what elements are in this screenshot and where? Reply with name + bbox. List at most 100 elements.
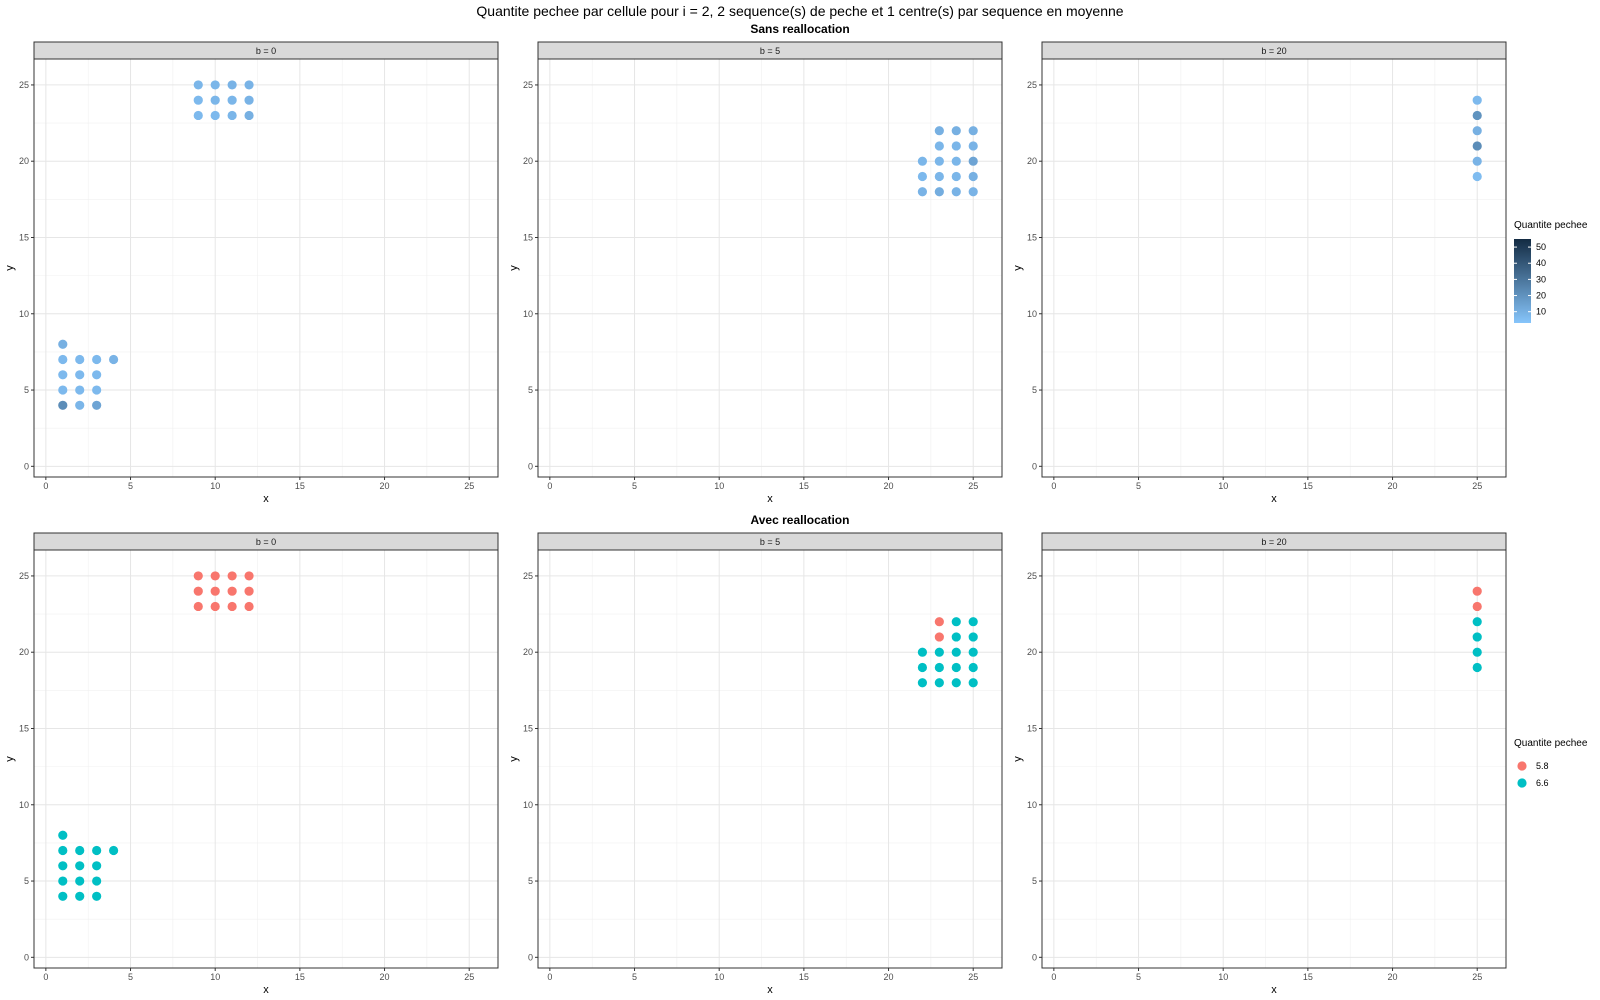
legend-tick-label: 50	[1536, 242, 1546, 252]
data-point	[1472, 141, 1482, 151]
data-point	[968, 678, 978, 688]
x-axis-title: x	[1271, 984, 1277, 996]
x-tick-label: 10	[210, 972, 220, 982]
panel-background	[34, 59, 498, 477]
y-tick-label: 5	[24, 876, 29, 886]
x-tick-label: 0	[1051, 481, 1056, 491]
x-tick-label: 25	[1472, 481, 1482, 491]
data-point	[951, 156, 961, 166]
data-point	[58, 339, 68, 349]
x-tick-label: 25	[968, 972, 978, 982]
data-point	[92, 354, 102, 365]
y-tick-label: 0	[24, 461, 29, 471]
data-point	[968, 171, 978, 182]
y-tick-label: 10	[19, 800, 29, 810]
data-point	[968, 662, 978, 673]
data-point	[92, 845, 102, 856]
y-tick-label: 20	[523, 647, 533, 657]
data-point	[951, 662, 961, 673]
data-point	[934, 156, 944, 166]
data-point	[193, 110, 203, 121]
y-axis-title: y	[4, 756, 16, 762]
x-tick-label: 0	[547, 481, 552, 491]
x-tick-label: 5	[632, 972, 637, 982]
y-tick-label: 10	[523, 800, 533, 810]
data-point	[210, 571, 220, 581]
data-point	[1472, 586, 1482, 596]
legend-title: Quantite pechee	[1514, 220, 1588, 231]
facet-strip-label: b = 20	[1261, 537, 1286, 547]
panel-background	[1042, 59, 1506, 477]
data-point	[58, 830, 68, 840]
data-point	[934, 632, 944, 642]
y-tick-label: 10	[1027, 309, 1037, 319]
data-point	[917, 156, 928, 166]
x-tick-label: 10	[210, 481, 220, 491]
x-tick-label: 25	[464, 972, 474, 982]
data-point	[934, 678, 944, 688]
x-tick-label: 5	[632, 481, 637, 491]
legend-tick-label: 20	[1536, 291, 1546, 301]
data-point	[244, 601, 254, 612]
x-tick-label: 0	[1051, 972, 1056, 982]
data-point	[917, 647, 928, 657]
data-point	[951, 141, 961, 151]
data-point	[58, 354, 68, 365]
y-axis-title: y	[508, 265, 520, 271]
data-point	[968, 126, 978, 136]
y-tick-label: 15	[523, 723, 533, 733]
data-point	[244, 586, 254, 596]
legend-tick-label: 10	[1536, 307, 1546, 317]
x-tick-label: 5	[128, 481, 133, 491]
data-point	[951, 171, 961, 182]
y-tick-label: 25	[19, 80, 29, 90]
data-point	[968, 632, 978, 642]
data-point	[1472, 126, 1482, 136]
legend-tick-label: 30	[1536, 274, 1546, 284]
data-point	[92, 861, 102, 871]
panel-background	[538, 59, 1002, 477]
data-point	[58, 400, 68, 410]
data-point	[244, 571, 254, 581]
data-point	[193, 571, 203, 581]
x-tick-label: 20	[380, 481, 390, 491]
data-point	[227, 80, 237, 90]
data-point	[75, 845, 85, 856]
y-tick-label: 10	[523, 309, 533, 319]
data-point	[1472, 617, 1482, 627]
data-point	[58, 385, 68, 395]
data-point	[92, 370, 102, 380]
x-tick-label: 10	[714, 972, 724, 982]
x-tick-label: 25	[968, 481, 978, 491]
y-tick-label: 25	[523, 80, 533, 90]
x-tick-label: 0	[547, 972, 552, 982]
y-tick-label: 0	[24, 952, 29, 962]
data-point	[210, 586, 220, 596]
x-tick-label: 5	[128, 972, 133, 982]
y-tick-label: 5	[1032, 385, 1037, 395]
x-axis-title: x	[767, 493, 773, 505]
data-point	[193, 80, 203, 90]
y-tick-label: 15	[1027, 723, 1037, 733]
data-point	[210, 80, 220, 90]
x-tick-label: 20	[884, 972, 894, 982]
data-point	[951, 678, 961, 688]
data-point	[968, 141, 978, 151]
y-tick-label: 25	[19, 571, 29, 581]
x-tick-label: 25	[464, 481, 474, 491]
facet-strip-label: b = 0	[256, 537, 276, 547]
data-point	[75, 370, 85, 380]
data-point	[227, 586, 237, 596]
data-point	[58, 861, 68, 871]
data-point	[227, 571, 237, 581]
data-point	[227, 95, 237, 105]
panel-border	[1041, 549, 1507, 969]
y-tick-label: 0	[528, 461, 533, 471]
legend-key	[1517, 778, 1527, 788]
data-point	[75, 861, 85, 871]
panel-background	[1042, 550, 1506, 968]
data-point	[58, 876, 68, 886]
y-axis-title: y	[4, 265, 16, 271]
x-axis-title: x	[1271, 493, 1277, 505]
data-point	[951, 647, 961, 657]
